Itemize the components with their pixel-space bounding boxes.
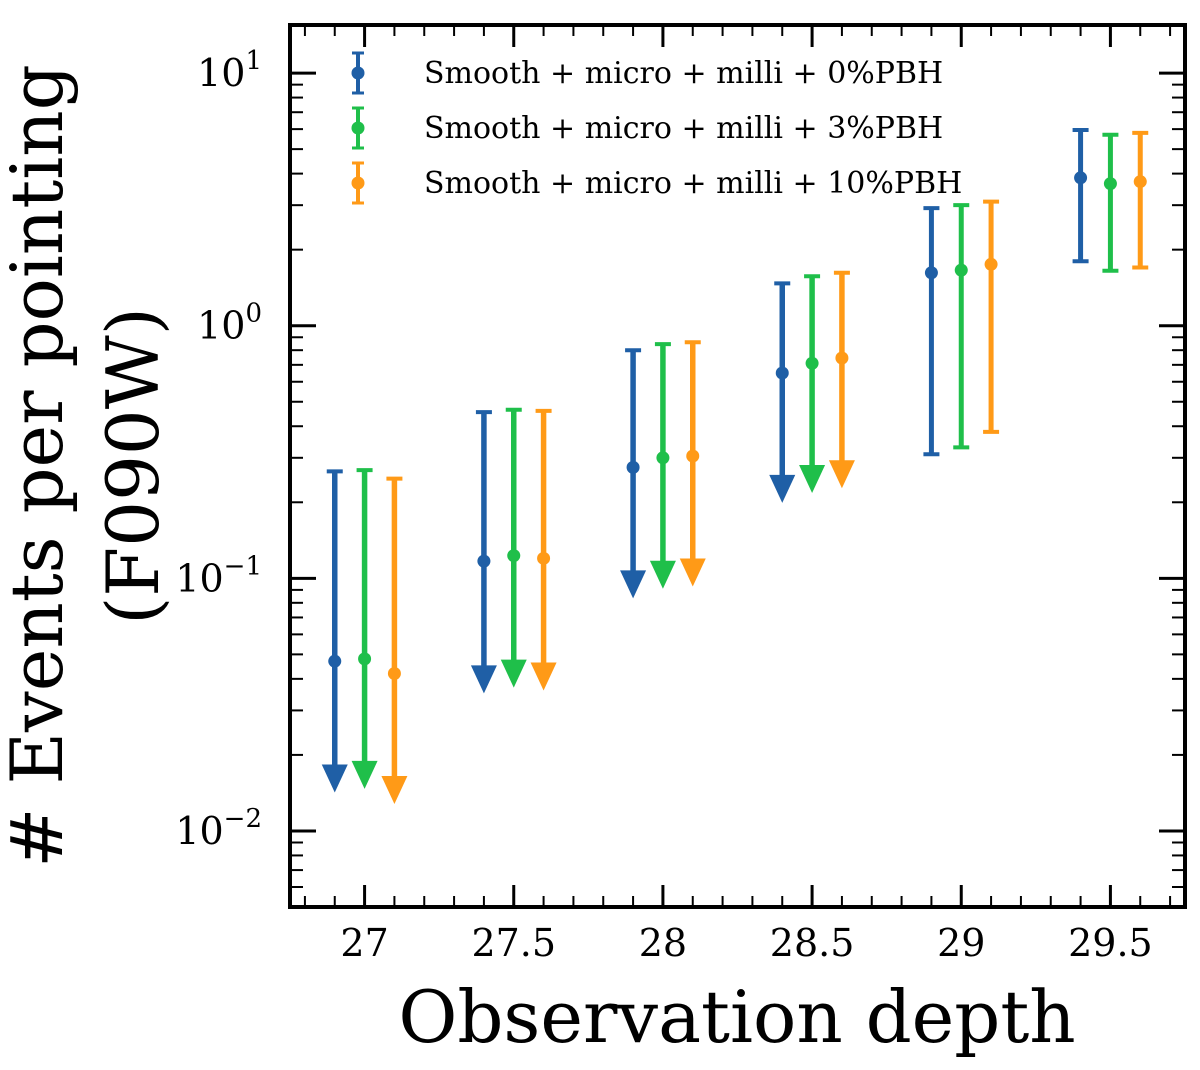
- x-tick-label: 28.5: [770, 921, 855, 965]
- data-point: [507, 549, 521, 563]
- data-point: [984, 257, 998, 271]
- data-point: [537, 551, 551, 565]
- legend-marker: [351, 121, 365, 135]
- legend-label: Smooth + micro + milli + 3%PBH: [424, 111, 943, 146]
- x-tick-label: 27.5: [471, 921, 556, 965]
- data-point: [328, 654, 342, 668]
- legend-item-1: Smooth + micro + milli + 3%PBH: [351, 106, 943, 150]
- axis-ticks: [290, 25, 1185, 908]
- upper-limit-arrow: [530, 662, 557, 691]
- legend-item-2: Smooth + micro + milli + 10%PBH: [351, 161, 962, 205]
- tick-labels: 27 27.5 28 28.5 29 29.5 10−2 10−1 100 101: [175, 46, 1152, 965]
- plot-frame: [288, 23, 1187, 909]
- legend: Smooth + micro + milli + 0%PBH Smooth + m…: [351, 51, 962, 205]
- legend-item-0: Smooth + micro + milli + 0%PBH: [351, 51, 943, 95]
- upper-limit-arrow: [679, 558, 706, 587]
- x-tick-label: 27: [340, 921, 388, 965]
- data-point: [626, 460, 640, 474]
- legend-marker: [351, 176, 365, 190]
- y-tick-label: 10−2: [175, 804, 262, 853]
- series-2: [381, 130, 1149, 805]
- y-tick-label: 10−1: [175, 551, 262, 600]
- data-point: [477, 554, 491, 568]
- data-point: [775, 366, 789, 380]
- data-point: [656, 451, 670, 465]
- y-axis-label-line2: (F090W): [91, 307, 175, 625]
- upper-limit-arrow: [381, 776, 408, 805]
- legend-label: Smooth + micro + milli + 0%PBH: [424, 56, 943, 91]
- data-point: [1133, 175, 1147, 189]
- data-point: [387, 667, 401, 681]
- upper-limit-arrow: [799, 464, 826, 493]
- upper-limit-arrow: [620, 570, 647, 599]
- x-tick-label: 28: [639, 921, 687, 965]
- legend-marker: [351, 66, 365, 80]
- data-point: [805, 356, 819, 370]
- data-point: [1074, 171, 1088, 185]
- data-point: [924, 266, 938, 280]
- upper-limit-arrow: [321, 764, 348, 793]
- data-point: [1103, 177, 1117, 191]
- upper-limit-arrow: [500, 659, 527, 688]
- data-point: [358, 652, 372, 666]
- y-tick-label: 100: [197, 299, 262, 348]
- upper-limit-arrow: [649, 560, 676, 589]
- series-1: [351, 132, 1119, 789]
- y-tick-label: 101: [197, 46, 262, 95]
- data-point: [954, 263, 968, 277]
- upper-limit-arrow: [470, 665, 497, 694]
- x-axis-label: Observation depth: [398, 975, 1075, 1059]
- upper-limit-arrow: [828, 460, 855, 489]
- legend-label: Smooth + micro + milli + 10%PBH: [424, 166, 962, 201]
- series-layer: [321, 128, 1149, 805]
- series-0: [321, 128, 1089, 793]
- upper-limit-arrow: [351, 760, 378, 789]
- data-point: [686, 449, 700, 463]
- x-tick-label: 29.5: [1068, 921, 1153, 965]
- data-point: [835, 351, 849, 365]
- y-axis-label-line1: # Events per pointing: [0, 64, 79, 867]
- x-tick-label: 29: [937, 921, 985, 965]
- upper-limit-arrow: [769, 474, 796, 503]
